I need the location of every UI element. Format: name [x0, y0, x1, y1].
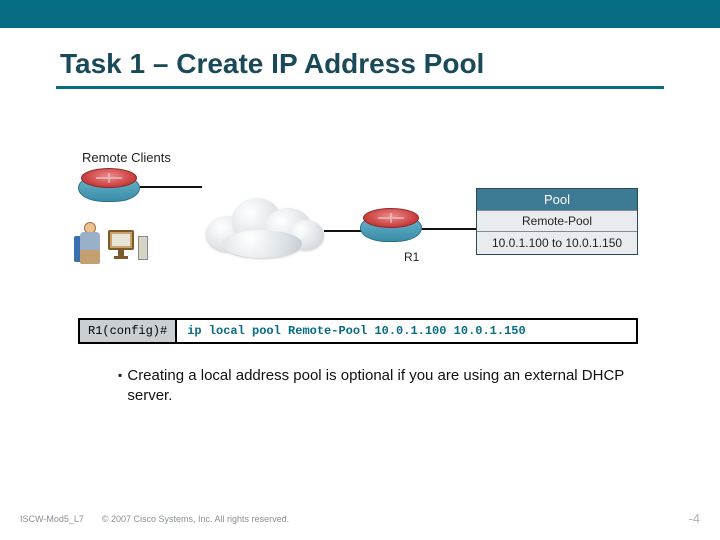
pool-info-box: Pool Remote-Pool 10.0.1.100 to 10.0.1.15… — [476, 188, 638, 255]
slide: { "colors": { "brand": "#066c84", "title… — [0, 0, 720, 540]
pool-range: 10.0.1.100 to 10.0.1.150 — [477, 232, 637, 254]
pool-name: Remote-Pool — [477, 210, 637, 232]
bullet-text: Creating a local address pool is optiona… — [127, 366, 638, 407]
cli-prompt: R1(config)# — [80, 320, 177, 342]
link-r1-to-pool — [422, 228, 476, 230]
header-bar — [0, 0, 720, 28]
router-r1-icon — [360, 208, 422, 248]
bullet-marker-icon: ▪ — [118, 366, 127, 407]
pool-header: Pool — [477, 189, 637, 210]
slide-footer: ISCW-Mod5_L7 © 2007 Cisco Systems, Inc. … — [20, 511, 700, 526]
cli-command-box: R1(config)# ip local pool Remote-Pool 10… — [78, 318, 638, 344]
network-diagram: Remote Clients R1 Pool Remote-Pool — [78, 150, 638, 310]
bullet-item: ▪ Creating a local address pool is optio… — [118, 366, 638, 407]
router-remote-icon — [78, 168, 140, 208]
remote-clients-label: Remote Clients — [82, 150, 171, 165]
footer-copyright: © 2007 Cisco Systems, Inc. All rights re… — [102, 514, 689, 524]
link-cloud-to-r1 — [324, 230, 364, 232]
title-underline — [56, 86, 664, 89]
footer-module-id: ISCW-Mod5_L7 — [20, 514, 84, 524]
footer-page-number: -4 — [688, 511, 700, 526]
link-remote-to-cloud — [140, 186, 202, 188]
user-workstation-icon — [78, 216, 148, 272]
cli-command-text: ip local pool Remote-Pool 10.0.1.100 10.… — [177, 324, 525, 338]
cloud-icon — [198, 190, 328, 260]
slide-title: Task 1 – Create IP Address Pool — [60, 48, 484, 80]
router-r1-label: R1 — [404, 250, 419, 264]
